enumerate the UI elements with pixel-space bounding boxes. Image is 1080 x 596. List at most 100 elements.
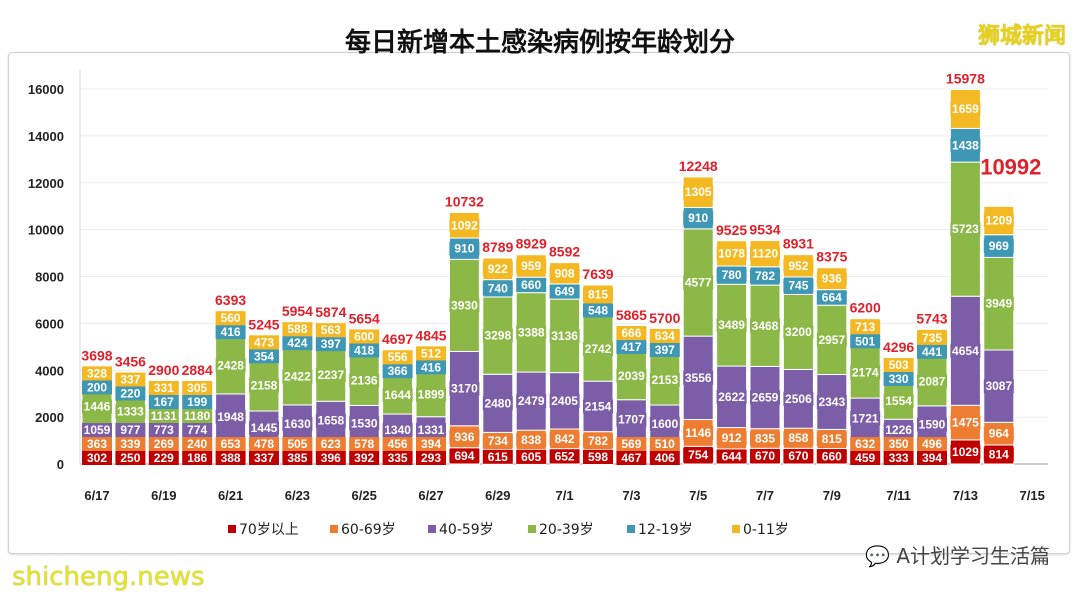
segment-label-backing [215, 451, 246, 465]
segment-value-label: 734 [488, 434, 508, 448]
segment-label-backing [382, 387, 413, 402]
segment-label-backing [215, 409, 246, 424]
legend-swatch [428, 525, 436, 533]
segment-value-label: 578 [354, 437, 374, 451]
segment-value-label: 512 [421, 346, 441, 360]
segment-value-label: 1059 [84, 423, 111, 437]
segment-label-backing [482, 281, 513, 296]
segment-value-label: 2742 [585, 342, 612, 356]
segment-label-backing [549, 266, 580, 281]
segment-value-label: 418 [354, 343, 374, 357]
total-label: 8789 [482, 239, 513, 255]
segment-value-label: 363 [87, 437, 107, 451]
segment-label-backing [716, 246, 747, 261]
segment-label-backing [917, 330, 947, 345]
segment-value-label: 1446 [84, 400, 111, 414]
segment-label-backing [917, 374, 947, 389]
x-tick-label: 7/9 [823, 488, 841, 503]
segment-value-label: 1305 [685, 185, 712, 199]
segment-value-label: 3556 [685, 371, 712, 385]
x-tick-label: 7/1 [556, 488, 574, 503]
legend-label: 20-39岁 [539, 522, 594, 538]
segment-value-label: 959 [521, 259, 541, 273]
segment-label-backing [382, 451, 413, 465]
segment-value-label: 660 [822, 449, 842, 463]
segment-value-label: 588 [287, 322, 307, 336]
segment-value-label: 2957 [818, 333, 845, 347]
segment-value-label: 964 [989, 427, 1009, 441]
total-label: 8929 [516, 236, 547, 252]
segment-label-backing [416, 437, 446, 451]
segment-value-label: 4654 [952, 344, 979, 358]
segment-value-label: 1707 [618, 413, 645, 427]
segment-value-label: 952 [788, 259, 808, 273]
segment-value-label: 3388 [518, 325, 545, 339]
segment-value-label: 605 [521, 450, 541, 464]
y-tick-label: 2000 [35, 410, 64, 425]
segment-label-backing [516, 258, 547, 273]
segment-label-backing [783, 431, 814, 446]
segment-label-backing [683, 275, 714, 290]
segment-value-label: 1659 [952, 102, 979, 116]
segment-label-backing [215, 358, 246, 373]
segment-value-label: 560 [221, 311, 241, 325]
segment-label-backing [816, 271, 847, 286]
segment-label-backing [148, 423, 179, 437]
segment-label-backing [883, 451, 914, 465]
segment-value-label: 660 [521, 278, 541, 292]
segment-value-label: 510 [655, 437, 675, 451]
segment-value-label: 501 [855, 334, 875, 348]
segment-label-backing [516, 394, 547, 409]
segment-value-label: 397 [321, 337, 341, 351]
segment-label-backing [182, 437, 213, 451]
segment-value-label: 910 [454, 242, 474, 256]
segment-label-backing [449, 218, 480, 233]
segment-value-label: 922 [488, 262, 508, 276]
segment-value-label: 1120 [752, 247, 778, 261]
segment-label-backing [282, 417, 313, 432]
segment-value-label: 556 [388, 350, 408, 364]
segment-label-backing [449, 381, 480, 396]
segment-value-label: 569 [621, 437, 641, 451]
segment-value-label: 5723 [952, 222, 979, 236]
segment-value-label: 1658 [317, 414, 344, 428]
segment-value-label: 1333 [117, 405, 144, 419]
total-label: 12248 [679, 158, 718, 174]
segment-value-label: 396 [321, 451, 341, 465]
segment-label-backing [482, 396, 513, 411]
total-label: 9534 [749, 222, 780, 238]
segment-label-backing [115, 372, 146, 387]
segment-label-backing [883, 437, 914, 451]
segment-label-backing [883, 371, 914, 386]
segment-label-backing [616, 340, 647, 355]
segment-label-backing [649, 416, 680, 431]
segment-label-backing [315, 437, 346, 451]
segment-label-backing [583, 303, 613, 318]
segment-label-backing [716, 449, 747, 464]
segment-value-label: 335 [388, 451, 408, 465]
total-label: 6200 [850, 300, 881, 316]
segment-value-label: 385 [287, 451, 307, 465]
segment-label-backing [816, 431, 847, 446]
x-tick-label: 6/27 [418, 488, 443, 503]
y-tick-label: 6000 [35, 316, 64, 331]
segment-value-label: 735 [922, 331, 942, 345]
segment-label-backing [115, 423, 146, 437]
segment-label-backing [917, 451, 947, 465]
segment-label-backing [115, 386, 146, 401]
segment-value-label: 441 [922, 345, 942, 359]
segment-value-label: 1029 [952, 445, 979, 459]
segment-value-label: 2622 [718, 390, 745, 404]
segment-label-backing [983, 426, 1014, 441]
segment-value-label: 815 [822, 432, 842, 446]
segment-label-backing [382, 422, 413, 437]
segment-value-label: 858 [788, 431, 808, 445]
segment-value-label: 478 [254, 437, 274, 451]
segment-label-backing [549, 393, 580, 408]
segment-value-label: 815 [588, 288, 608, 302]
segment-label-backing [115, 404, 146, 419]
y-tick-label: 16000 [28, 82, 64, 97]
segment-value-label: 1340 [384, 423, 411, 437]
segment-label-backing [950, 101, 981, 116]
x-tick-label: 7/13 [953, 488, 978, 503]
